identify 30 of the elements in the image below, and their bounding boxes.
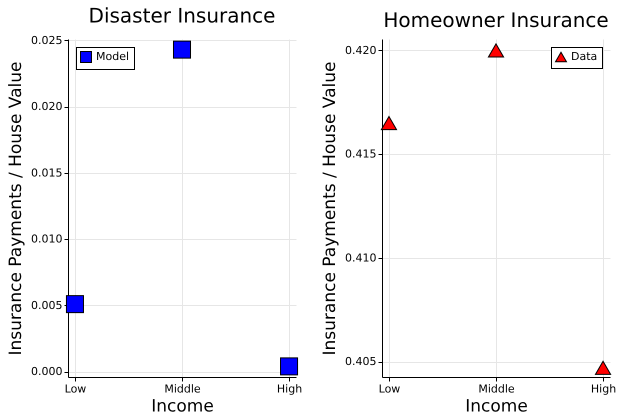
y-tick-label: 0.010 — [31, 232, 62, 246]
point — [172, 40, 192, 59]
y-tick-label: 0.020 — [31, 100, 62, 114]
y-tick-label: 0.420 — [345, 44, 376, 57]
y-tick-label: 0.015 — [31, 166, 62, 180]
y-tick-label: 0.410 — [345, 251, 376, 264]
x-tick-label: Low — [378, 382, 400, 396]
x-tick-label: Low — [64, 382, 86, 396]
point — [594, 360, 612, 375]
point — [380, 116, 398, 130]
y-axis-title: Insurance Payments / House Value — [320, 62, 340, 356]
chart-title: Disaster Insurance — [88, 3, 276, 28]
y-axis-title: Insurance Payments / House Value — [6, 62, 26, 356]
x-tick-label: Middle — [478, 382, 515, 396]
y-tick-label: 0.025 — [31, 34, 62, 47]
x-axis-title: Income — [465, 396, 528, 416]
y-tick-label: 0.415 — [345, 148, 376, 161]
y-tick-label: 0.000 — [31, 365, 62, 378]
legend-label: Data — [571, 50, 598, 63]
x-tick-label: Middle — [164, 382, 201, 396]
point — [66, 295, 84, 314]
legend-label: Model — [96, 50, 130, 63]
y-tick-label: 0.005 — [31, 298, 62, 312]
point — [280, 357, 298, 376]
point — [488, 43, 504, 58]
x-tick-label: High — [276, 382, 302, 396]
x-axis-title: Income — [151, 396, 214, 416]
x-tick-label: High — [590, 382, 616, 396]
y-tick-label: 0.405 — [345, 355, 376, 368]
chart-title: Homeowner Insurance — [383, 8, 609, 32]
